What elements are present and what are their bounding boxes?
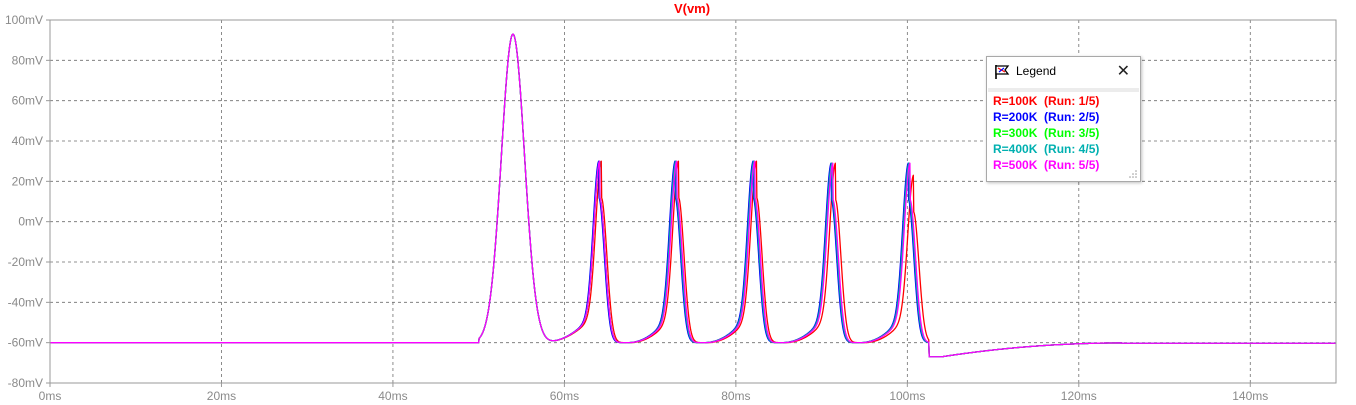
series-line-R=400K xyxy=(49,33,1337,358)
grid xyxy=(50,20,1336,383)
legend-header[interactable]: Legend ✕ xyxy=(987,57,1140,87)
y-tick-label: -20mV xyxy=(8,255,43,269)
plot-title: V(vm) xyxy=(674,1,710,16)
series-line-R=500K xyxy=(49,33,1337,358)
close-icon[interactable]: ✕ xyxy=(1116,61,1130,80)
x-tick-label: 80ms xyxy=(721,389,750,403)
x-tick-label: 0ms xyxy=(39,389,62,403)
x-tick-label: 100ms xyxy=(889,389,925,403)
legend-entries: R=100K (Run: 1/5) R=200K (Run: 2/5) R=30… xyxy=(993,93,1099,173)
legend-title: Legend xyxy=(1016,64,1057,78)
x-tick-label: 120ms xyxy=(1061,389,1097,403)
y-tick-label: -40mV xyxy=(8,295,43,309)
y-tick-label: 20mV xyxy=(12,174,43,188)
legend-divider xyxy=(988,88,1139,92)
trace-layer xyxy=(49,33,1337,358)
legend-entry: R=400K (Run: 4/5) xyxy=(993,142,1100,156)
series-line-R=200K xyxy=(49,33,1337,358)
x-tick-label: 40ms xyxy=(378,389,407,403)
x-tick-label: 140ms xyxy=(1232,389,1268,403)
x-axis: 0ms 20ms 40ms 60ms 80ms 100ms 120ms 140ms xyxy=(39,383,1268,403)
y-tick-label: 0mV xyxy=(18,215,43,229)
legend-entry: R=300K (Run: 3/5) xyxy=(993,126,1100,140)
y-tick-label: 60mV xyxy=(12,94,43,108)
y-axis: 100mV 80mV 60mV 40mV 20mV 0mV -20mV -40mV -60mV -… xyxy=(5,13,50,390)
legend-window[interactable]: Legend ✕ R=100K (Run: 1/5) R=200K (Run: … xyxy=(986,56,1141,182)
y-tick-label: 40mV xyxy=(12,134,43,148)
x-tick-label: 60ms xyxy=(550,389,579,403)
series-line-R=100K xyxy=(49,33,1337,358)
series-line-R=300K xyxy=(49,33,1337,358)
y-tick-label: 80mV xyxy=(12,53,43,67)
y-tick-label: -60mV xyxy=(8,336,43,350)
legend-entry: R=200K (Run: 2/5) xyxy=(993,110,1100,124)
legend-entry: R=100K (Run: 1/5) xyxy=(993,94,1100,108)
x-tick-label: 20ms xyxy=(207,389,236,403)
y-tick-label: -80mV xyxy=(8,376,43,390)
plot-frame xyxy=(49,19,1337,384)
legend-flag-icon xyxy=(993,63,1011,81)
legend-entry: R=500K (Run: 5/5) xyxy=(993,158,1100,172)
resize-grip-icon[interactable] xyxy=(1129,170,1137,178)
y-tick-label: 100mV xyxy=(5,13,43,27)
